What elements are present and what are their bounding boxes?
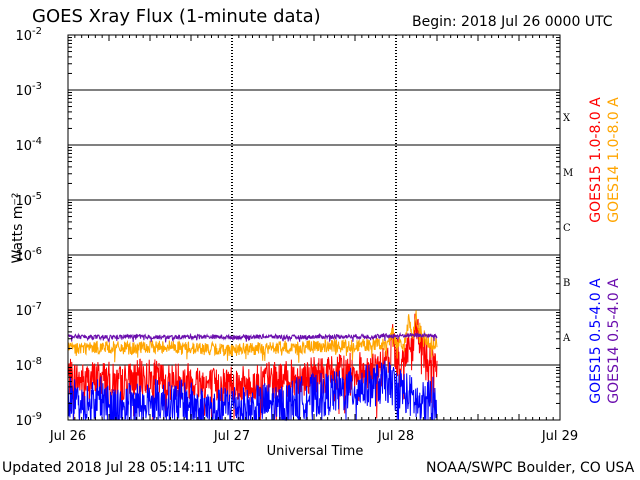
x-tick-label: Jul 28 (377, 429, 414, 444)
legend-label: GOES14 1.0-8.0 A (606, 97, 622, 223)
legend-label: GOES14 0.5-4.0 A (606, 278, 622, 404)
x-tick-label: Jul 27 (213, 429, 250, 444)
flare-class-label: C (563, 223, 571, 234)
y-axis-label: Watts m⁻² (10, 193, 26, 264)
y-tick-label: 10-3 (15, 81, 42, 99)
series-line (67, 360, 438, 422)
flare-class-label: A (562, 333, 571, 344)
begin-timestamp: Begin: 2018 Jul 26 0000 UTC (412, 14, 613, 30)
legend-label: GOES15 0.5-4.0 A (588, 278, 604, 404)
x-axis-label: Universal Time (267, 444, 364, 459)
flare-class-label: M (563, 168, 573, 179)
chart-title: GOES Xray Flux (1-minute data) (32, 6, 321, 27)
updated-timestamp: Updated 2018 Jul 28 05:14:11 UTC (2, 460, 245, 476)
y-tick-label: 10-8 (15, 356, 42, 374)
series-line (67, 331, 438, 343)
label-layer: 10-9 10-8 10-7 10-6 10-5 10-4 10-3 10-2 Jul 26 Ju… (15, 26, 578, 444)
series-line (67, 313, 438, 421)
y-tick-label: 10-9 (15, 411, 42, 429)
y-tick-label: 10-5 (15, 191, 42, 209)
series-layer (67, 310, 438, 422)
y-tick-label: 10-2 (15, 26, 42, 44)
tick-layer (68, 35, 560, 420)
flare-class-label: B (563, 278, 570, 289)
y-tick-label: 10-4 (15, 136, 42, 154)
legend-layer: GOES15 1.0-8.0 A GOES14 1.0-8.0 A GOES15 0… (588, 97, 622, 404)
grid-layer (68, 35, 560, 420)
credit-line: NOAA/SWPC Boulder, CO USA (426, 460, 635, 476)
legend-label: GOES15 1.0-8.0 A (588, 97, 604, 223)
x-tick-label: Jul 29 (541, 429, 578, 444)
y-tick-label: 10-6 (15, 246, 42, 264)
y-tick-label: 10-7 (15, 301, 42, 319)
series-line (67, 310, 438, 363)
flare-class-label: X (563, 113, 571, 124)
x-tick-label: Jul 26 (49, 429, 86, 444)
